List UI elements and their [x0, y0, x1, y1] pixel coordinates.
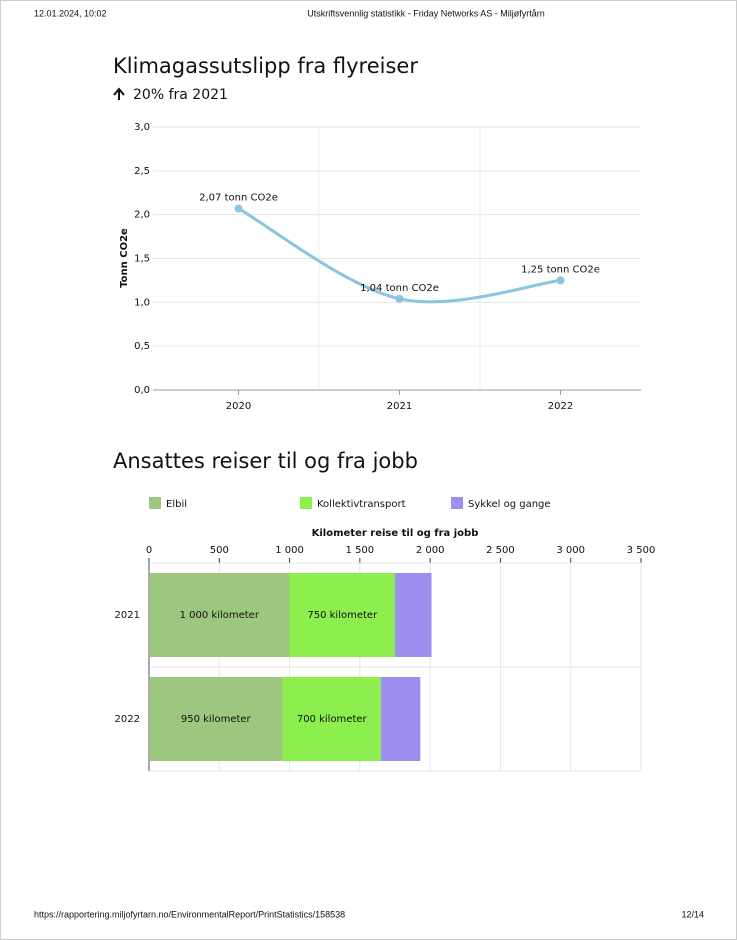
y-tick-label: 0,5 [134, 341, 150, 352]
x-tick-label: 2020 [226, 401, 251, 412]
x-tick-label: 500 [210, 545, 229, 556]
legend-label: Elbil [166, 499, 187, 510]
chart-subtitle: 20% fra 2021 [133, 87, 228, 103]
y-tick-label: 2022 [115, 714, 140, 725]
legend-swatch [300, 497, 312, 509]
footer-page: 12/14 [681, 909, 704, 919]
data-label: 950 kilometer [181, 714, 252, 725]
x-tick-label: 1 000 [275, 545, 304, 556]
header-timestamp: 12.01.2024, 10:02 [34, 8, 107, 18]
y-axis-label: Tonn CO2e [119, 228, 130, 288]
x-tick-label: 2021 [387, 401, 412, 412]
x-tick-label: 2022 [548, 401, 573, 412]
x-tick-label: 2 000 [416, 545, 445, 556]
bar-segment [289, 573, 395, 657]
legend-label: Kollektivtransport [317, 499, 406, 510]
data-label: 700 kilometer [297, 714, 368, 725]
x-tick-label: 2 500 [486, 545, 515, 556]
x-tick-label: 0 [146, 545, 152, 556]
header-title: Utskriftsvennlig statistikk - Friday Net… [307, 8, 545, 18]
legend-swatch [149, 497, 161, 509]
y-tick-label: 1,0 [134, 297, 150, 308]
x-tick-label: 3 000 [556, 545, 585, 556]
bar-segment [149, 573, 290, 657]
x-tick-label: 3 500 [627, 545, 656, 556]
y-tick-label: 2,0 [134, 210, 150, 221]
y-tick-label: 0,0 [134, 385, 150, 396]
chart-title: Ansattes reiser til og fra jobb [113, 449, 418, 473]
y-tick-label: 3,0 [134, 122, 150, 133]
bar-segment [282, 677, 381, 761]
legend-label: Sykkel og gange [468, 499, 551, 510]
trend-arrow [113, 87, 125, 100]
data-label: 1 000 kilometer [180, 610, 260, 621]
bar-segment [380, 677, 421, 761]
chart-title: Klimagassutslipp fra flyreiser [113, 54, 418, 78]
y-tick-label: 2021 [115, 610, 140, 621]
y-tick-label: 1,5 [134, 254, 150, 265]
data-label: 2,07 tonn CO2e [199, 193, 278, 204]
y-tick-label: 2,5 [134, 166, 150, 177]
data-label: 750 kilometer [307, 610, 378, 621]
bar-segment [149, 677, 283, 761]
x-axis-label: Kilometer reise til og fra jobb [312, 528, 479, 539]
x-tick-label: 1 500 [346, 545, 375, 556]
point [234, 204, 243, 213]
footer-url: https://rapportering.miljofyrtarn.no/Env… [34, 909, 345, 919]
data-label: 1,04 tonn CO2e [360, 283, 439, 294]
legend-swatch [451, 497, 463, 509]
data-label: 1,25 tonn CO2e [521, 264, 600, 275]
point [556, 276, 565, 285]
bar-segment [395, 573, 432, 657]
point [395, 294, 404, 303]
